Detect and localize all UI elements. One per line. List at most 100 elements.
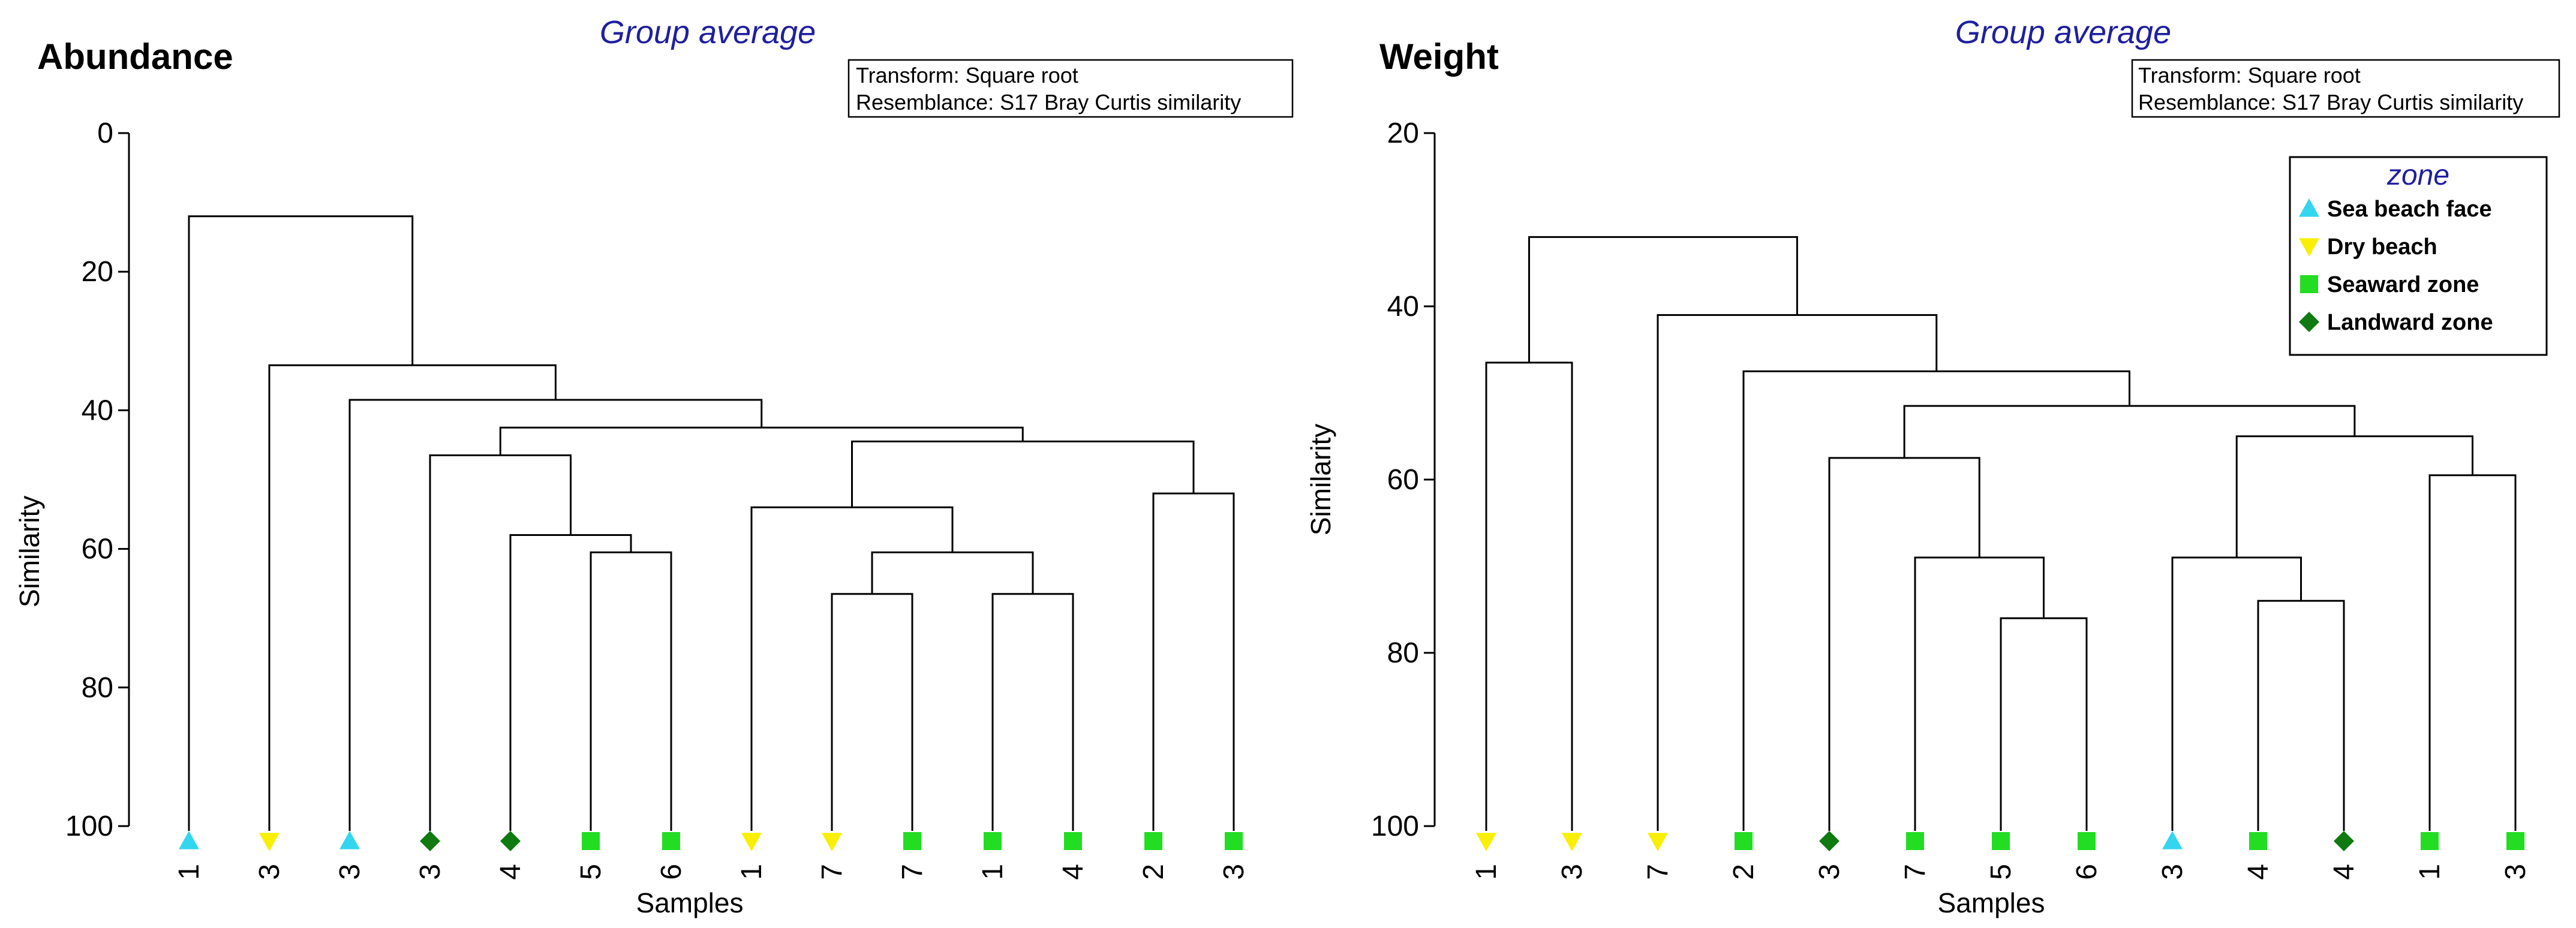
leaf-marker xyxy=(1735,832,1753,850)
x-tick-label: 6 xyxy=(2071,864,2103,880)
y-tick-label: 100 xyxy=(65,811,113,842)
x-tick-label: 4 xyxy=(2328,864,2360,880)
leaf-marker xyxy=(662,832,680,850)
y-tick-label: 80 xyxy=(82,672,113,704)
dendrogram-branch xyxy=(2171,556,2302,831)
leaf-marker xyxy=(582,832,600,850)
y-tick-label: 100 xyxy=(1371,811,1419,842)
dendrogram-branch xyxy=(1742,370,2130,831)
leaf-marker xyxy=(1225,832,1243,850)
info-box xyxy=(2131,59,2560,118)
legend-marker xyxy=(2299,198,2319,217)
info-box xyxy=(847,59,1294,118)
x-tick-label: 7 xyxy=(1899,864,1931,880)
legend-label: Dry beach xyxy=(2327,234,2437,260)
dendrogram-branch xyxy=(1828,457,1980,831)
leaf-marker xyxy=(259,833,279,851)
x-tick-label: 1 xyxy=(736,864,768,880)
x-tick-label: 2 xyxy=(1728,864,1760,880)
legend-label: Sea beach face xyxy=(2327,197,2492,222)
leaf-marker xyxy=(1819,831,1839,851)
leaf-marker xyxy=(2162,831,2183,849)
x-tick-label: 3 xyxy=(2157,864,2189,880)
transform-note: Transform: Square root xyxy=(856,63,1078,88)
dendrogram-branch xyxy=(991,593,1074,831)
x-tick-label: 5 xyxy=(575,864,607,880)
y-tick-label: 60 xyxy=(1387,464,1419,496)
dendrogram-branch xyxy=(831,593,913,831)
chart-title: Abundance xyxy=(37,37,233,77)
x-tick-label: 1 xyxy=(2414,864,2446,880)
dendrogram-branch xyxy=(871,551,1034,594)
y-tick-label: 20 xyxy=(82,256,113,288)
x-axis-label: Samples xyxy=(636,887,744,918)
legend-marker xyxy=(2299,238,2319,257)
dendrogram-branch xyxy=(1914,556,2045,831)
y-axis: 20 40 60 80 100 xyxy=(1371,117,1436,842)
x-axis-label: Samples xyxy=(1938,887,2045,918)
x-tick-label: 1 xyxy=(1471,864,1502,880)
x-tick-label: 1 xyxy=(173,864,205,880)
dendrogram-branch xyxy=(268,364,557,831)
dendrogram-branch xyxy=(509,534,632,831)
leaf-markers: 1 3 3 3 4 5 6 1 7 7 1 4 2 3 xyxy=(173,831,1250,880)
leaf-marker xyxy=(1144,832,1162,850)
legend-label: Seaward zone xyxy=(2327,272,2479,297)
legend-box xyxy=(2289,156,2548,356)
y-tick-label: 20 xyxy=(1387,117,1419,149)
dendrogram-branch xyxy=(750,506,954,831)
dendrogram-branch xyxy=(188,215,414,831)
y-axis-label: Similarity xyxy=(1305,424,1336,536)
dendrogram-branch xyxy=(851,440,1195,508)
x-tick-label: 6 xyxy=(656,864,687,880)
x-tick-label: 3 xyxy=(1814,864,1845,880)
leaf-marker xyxy=(420,831,440,851)
y-tick-label: 40 xyxy=(82,394,113,426)
leaf-marker xyxy=(179,831,199,849)
resemblance-note: Resemblance: S17 Bray Curtis similarity xyxy=(856,90,1241,115)
dendrogram-branches xyxy=(1485,236,2517,831)
x-tick-label: 3 xyxy=(1556,864,1588,880)
leaf-marker xyxy=(1562,833,1582,851)
x-tick-label: 3 xyxy=(2500,864,2532,880)
x-tick-label: 7 xyxy=(897,864,928,880)
leaf-marker xyxy=(822,833,842,851)
legend-marker xyxy=(2299,312,2319,332)
resemblance-note: Resemblance: S17 Bray Curtis similarity xyxy=(2138,90,2523,115)
leaf-marker xyxy=(2078,832,2096,850)
dendrogram-branch xyxy=(1657,314,1938,831)
y-tick-label: 80 xyxy=(1387,637,1419,669)
dendrogram-abundance: Abundance Group average Transform: Squar… xyxy=(14,14,1294,918)
chart-title: Weight xyxy=(1379,37,1499,77)
x-tick-label: 4 xyxy=(1057,864,1089,880)
legend-label: Landward zone xyxy=(2327,310,2493,335)
leaf-marker xyxy=(1648,833,1668,851)
x-tick-label: 5 xyxy=(1985,864,2017,880)
transform-note: Transform: Square root xyxy=(2138,63,2361,88)
dendrogram-branch xyxy=(2000,617,2088,831)
leaf-marker xyxy=(1064,832,1082,850)
dendrogram-weight: Weight Group average Transform: Square r… xyxy=(1305,14,2560,918)
x-tick-label: 4 xyxy=(495,864,527,880)
y-tick-label: 60 xyxy=(82,534,113,565)
dendrogram-branch xyxy=(1903,405,2356,458)
x-tick-label: 7 xyxy=(1642,864,1674,880)
x-tick-label: 4 xyxy=(2243,864,2274,880)
x-tick-label: 7 xyxy=(816,864,848,880)
leaf-marker xyxy=(2249,832,2267,850)
legend-marker xyxy=(2300,275,2318,293)
leaf-marker xyxy=(2506,832,2524,850)
leaf-marker xyxy=(1992,832,2010,850)
dendrogram-branch xyxy=(348,399,763,831)
leaf-marker xyxy=(1906,832,1924,850)
dendrogram-branches xyxy=(188,215,1235,831)
dendrogram-branch xyxy=(590,551,672,831)
leaf-marker xyxy=(984,832,1002,850)
dendrogram-branch xyxy=(2257,599,2345,831)
leaf-marker xyxy=(500,831,521,851)
dendrogram-branch xyxy=(429,454,572,831)
leaf-marker xyxy=(741,833,762,851)
x-tick-label: 3 xyxy=(334,864,366,880)
y-tick-label: 0 xyxy=(97,117,113,149)
method-title: Group average xyxy=(600,14,816,50)
